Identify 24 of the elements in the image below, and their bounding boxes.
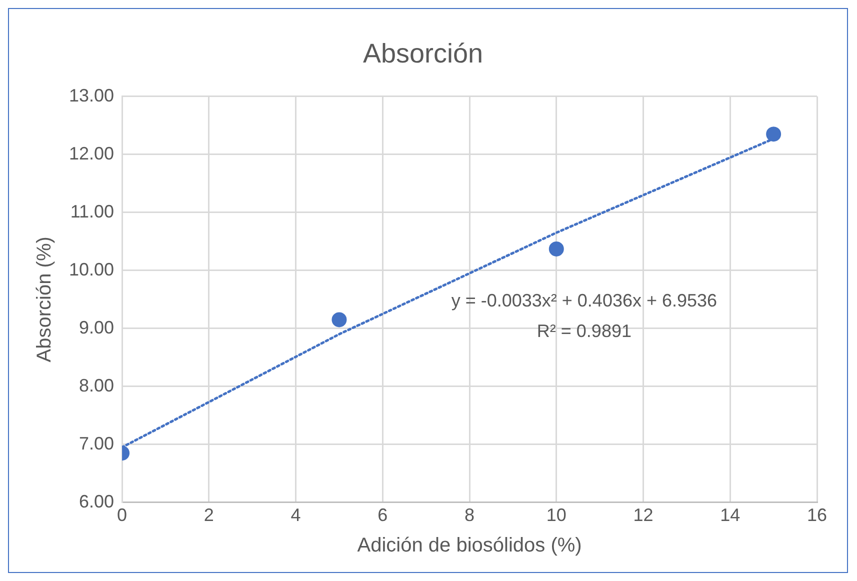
y-axis-title: Absorción (%) <box>34 236 56 362</box>
annotation: R² = 0.9891 <box>536 320 632 341</box>
y-tick-label: 6.00 <box>78 491 114 512</box>
y-tick-label: 12.00 <box>68 143 114 164</box>
x-tick-label: 14 <box>720 505 740 526</box>
x-tick-label: 4 <box>290 505 301 526</box>
annotation: y = -0.0033x² + 0.4036x + 6.9536 <box>451 290 718 310</box>
y-tick-label: 9.00 <box>78 317 114 338</box>
x-tick-label: 12 <box>633 505 654 526</box>
x-axis-title: Adición de biosólidos (%) <box>357 534 582 557</box>
x-tick-label: 10 <box>546 505 566 526</box>
chart-title: Absorción <box>362 38 484 69</box>
x-tick-label: 2 <box>204 505 214 526</box>
x-tick-label: 6 <box>378 505 388 526</box>
y-tick-label: 7.00 <box>78 433 114 454</box>
y-tick-label: 11.00 <box>70 201 114 222</box>
point <box>548 241 564 256</box>
x-tick-label: 0 <box>117 505 128 526</box>
x-tick-label: 16 <box>806 505 828 526</box>
y-tick-label: 13.00 <box>68 85 114 106</box>
point <box>766 126 782 142</box>
x-tick-label: 8 <box>464 505 475 526</box>
y-tick-label: 10.00 <box>68 259 114 280</box>
y-tick-label: 8.00 <box>78 375 114 396</box>
